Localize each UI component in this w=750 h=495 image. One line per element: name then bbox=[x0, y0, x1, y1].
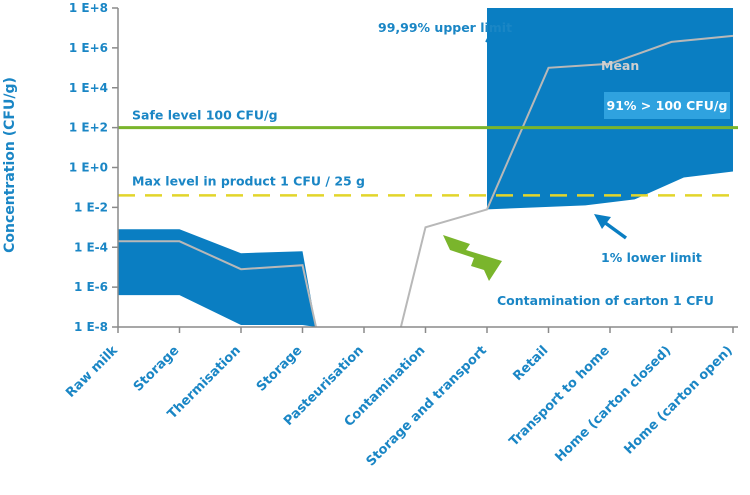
y-tick-label: 1 E-4 bbox=[74, 240, 108, 254]
x-tick-label: Home (carton open) bbox=[621, 343, 735, 457]
y-tick-label: 1 E+4 bbox=[69, 81, 108, 95]
y-tick-label: 1 E+0 bbox=[69, 161, 108, 175]
x-tick-label: Retail bbox=[511, 343, 552, 384]
percentile-band-early bbox=[118, 229, 316, 327]
max-level-label: Max level in product 1 CFU / 25 g bbox=[132, 173, 365, 188]
y-tick-label: 1 E-8 bbox=[74, 320, 108, 334]
y-tick-label: 1 E+8 bbox=[69, 1, 108, 15]
y-tick-label: 1 E-2 bbox=[74, 200, 108, 214]
lower-limit-arrowhead bbox=[594, 214, 611, 229]
safe-level-label: Safe level 100 CFU/g bbox=[132, 108, 278, 123]
x-tick-label: Transport to home bbox=[507, 343, 613, 449]
x-tick-label: Raw milk bbox=[63, 343, 121, 401]
exceed-box bbox=[604, 92, 730, 119]
lower-limit-label: 1% lower limit bbox=[601, 250, 702, 265]
mean-line-late bbox=[399, 34, 734, 328]
upper-limit-arrowhead bbox=[513, 49, 531, 63]
upper-limit-label: 99,99% upper limit bbox=[378, 20, 512, 35]
lightning-bolt-icon bbox=[443, 235, 502, 281]
lower-limit-arrow bbox=[602, 220, 628, 240]
contamination-label: Contamination of carton 1 CFU bbox=[497, 293, 714, 308]
mean-label: Mean bbox=[601, 58, 639, 73]
x-tick-label: Home (carton closed) bbox=[552, 343, 674, 465]
exceed-label: 91% > 100 CFU/g bbox=[607, 98, 728, 113]
y-tick-label: 1 E+6 bbox=[69, 41, 108, 55]
y-tick-label: 1 E+2 bbox=[69, 121, 108, 135]
mean-line-early bbox=[118, 240, 317, 328]
upper-limit-arrow bbox=[485, 38, 521, 59]
x-tick-label: Storage bbox=[254, 343, 306, 395]
x-tick-label: Storage bbox=[131, 343, 183, 395]
x-tick-label: Storage and transport bbox=[364, 343, 490, 469]
y-tick-label: 1 E-6 bbox=[74, 280, 108, 294]
y-axis-label: Concentration (CFU/g) bbox=[2, 77, 18, 253]
